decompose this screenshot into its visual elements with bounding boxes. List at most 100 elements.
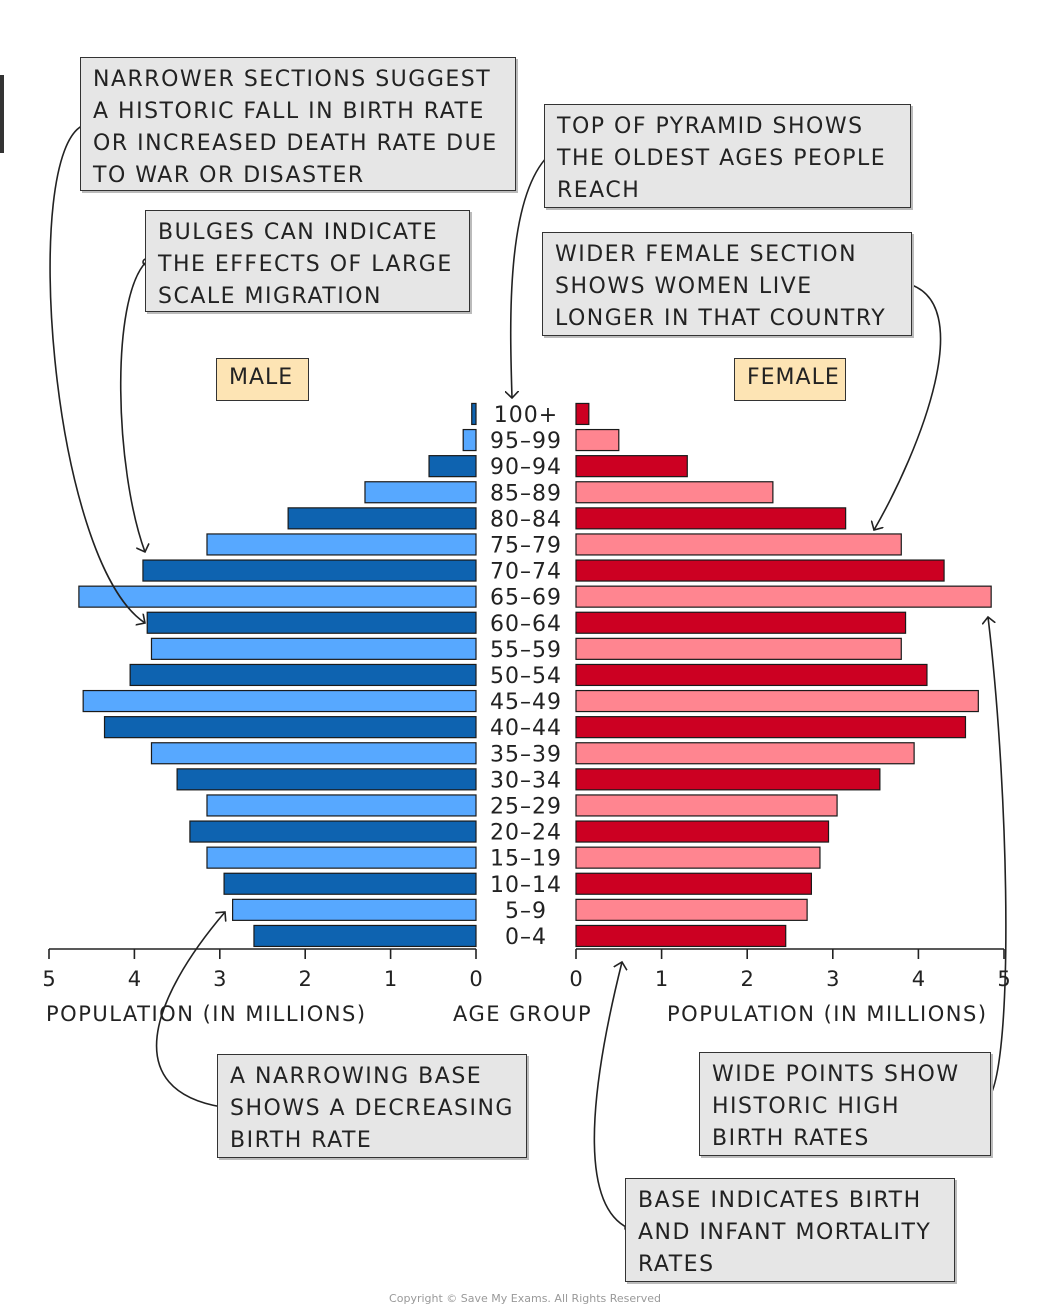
female-bar-90-94 — [575, 455, 688, 478]
age-label-75-79: 75–79 — [490, 533, 562, 558]
female-bar-80-84 — [575, 507, 847, 530]
female-bar-65-69 — [575, 585, 992, 608]
female-bar-5-9 — [575, 898, 808, 921]
female-bar-0-4 — [575, 924, 787, 948]
callout-narrower-sections: NARROWER SECTIONS SUGGEST A HISTORIC FAL… — [80, 57, 516, 191]
arrow-base-indicates — [593, 962, 629, 1229]
male-bar-45-49 — [82, 689, 477, 713]
male-bar-10-14 — [223, 872, 477, 895]
age-label-40-44: 40–44 — [490, 716, 562, 741]
x-axis-title-center: AGE GROUP — [453, 1002, 593, 1026]
tick-label-left-5: 5 — [42, 967, 55, 991]
male-bar-85-89 — [364, 481, 477, 504]
male-bar-0-4 — [253, 924, 477, 948]
age-label-5-9: 5–9 — [505, 899, 547, 924]
male-bar-55-59 — [150, 637, 477, 660]
age-label-35-39: 35–39 — [490, 742, 562, 767]
callout-top-of-pyramid: TOP OF PYRAMID SHOWS THE OLDEST AGES PEO… — [544, 104, 911, 208]
tick-label-left-3: 3 — [213, 967, 226, 991]
tick-label-left-2: 2 — [299, 967, 312, 991]
age-group-labels: 0–45–910–1415–1920–2425–2930–3435–3940–4… — [490, 403, 562, 950]
age-label-45-49: 45–49 — [490, 690, 562, 715]
female-bar-55-59 — [575, 637, 902, 660]
age-label-70-74: 70–74 — [490, 560, 562, 585]
male-bar-50-54 — [129, 663, 477, 687]
male-bar-20-24 — [189, 820, 477, 843]
age-label-10-14: 10–14 — [490, 873, 562, 898]
age-label-80-84: 80–84 — [490, 507, 562, 532]
age-label-25-29: 25–29 — [490, 794, 562, 819]
female-label: FEMALE — [734, 358, 846, 401]
arrow-narrowing-base — [155, 912, 225, 1108]
tick-label-left-1: 1 — [384, 967, 397, 991]
tick-label-right-1: 1 — [655, 967, 668, 991]
female-bar-60-64 — [575, 611, 907, 634]
callout-bulges: BULGES CAN INDICATE THE EFFECTS OF LARGE… — [145, 210, 470, 312]
age-label-95-99: 95–99 — [490, 429, 562, 454]
axes: 5 4 3 2 1 0 0 1 2 3 4 5 — [42, 948, 1011, 991]
age-label-100+: 100+ — [494, 403, 558, 428]
male-bar-30-34 — [176, 768, 477, 791]
arrow-bulges — [119, 261, 146, 552]
arrow-wider-female — [874, 282, 942, 530]
age-label-65-69: 65–69 — [490, 586, 562, 611]
male-label: MALE — [216, 358, 309, 401]
age-label-30-34: 30–34 — [490, 768, 562, 793]
male-bars — [78, 402, 477, 948]
female-bar-45-49 — [575, 689, 979, 713]
female-bar-40-44 — [575, 716, 967, 739]
male-bar-15-19 — [206, 846, 477, 869]
male-bar-5-9 — [232, 898, 477, 921]
age-label-90-94: 90–94 — [490, 455, 562, 480]
male-bar-25-29 — [206, 794, 477, 817]
tick-label-left-4: 4 — [128, 967, 141, 991]
female-bars — [575, 402, 992, 948]
copyright-notice: Copyright © Save My Exams. All Rights Re… — [389, 1292, 661, 1305]
male-bar-40-44 — [103, 716, 477, 739]
female-bar-25-29 — [575, 794, 838, 817]
callout-base-indicates: BASE INDICATES BIRTH AND INFANT MORTALIT… — [625, 1178, 955, 1282]
arrow-narrower — [49, 124, 145, 623]
male-bar-100+ — [471, 402, 477, 426]
female-bar-100+ — [575, 402, 590, 426]
age-label-15-19: 15–19 — [490, 847, 562, 872]
left-edge-mark — [0, 75, 4, 153]
male-bar-35-39 — [150, 742, 477, 765]
male-bar-80-84 — [287, 507, 477, 530]
male-bar-60-64 — [146, 611, 477, 634]
callout-narrowing-base: A NARROWING BASE SHOWS A DECREASING BIRT… — [217, 1054, 527, 1158]
female-bar-20-24 — [575, 820, 830, 843]
tick-label-left-0: 0 — [469, 967, 482, 991]
female-bar-35-39 — [575, 742, 915, 765]
age-label-85-89: 85–89 — [490, 481, 562, 506]
arrow-wide-points — [984, 617, 1007, 1104]
age-label-0-4: 0–4 — [505, 925, 547, 950]
callout-wide-points: WIDE POINTS SHOW HISTORIC HIGH BIRTH RAT… — [699, 1052, 991, 1156]
male-bar-65-69 — [78, 585, 477, 608]
female-bar-10-14 — [575, 872, 812, 895]
age-label-50-54: 50–54 — [490, 664, 562, 689]
male-bar-90-94 — [428, 455, 477, 478]
callout-wider-female: WIDER FEMALE SECTION SHOWS WOMEN LIVE LO… — [542, 232, 912, 336]
age-label-60-64: 60–64 — [490, 612, 562, 637]
male-bar-75-79 — [206, 533, 477, 556]
male-bar-70-74 — [142, 559, 477, 582]
female-bar-75-79 — [575, 533, 902, 556]
female-bar-30-34 — [575, 768, 881, 791]
x-axis-title-left: POPULATION (IN MILLIONS) — [46, 1002, 367, 1026]
tick-label-right-4: 4 — [912, 967, 925, 991]
x-axis-title-right: POPULATION (IN MILLIONS) — [667, 1002, 988, 1026]
age-label-55-59: 55–59 — [490, 638, 562, 663]
arrow-top — [511, 155, 549, 398]
female-bar-70-74 — [575, 559, 945, 582]
tick-label-right-0: 0 — [569, 967, 582, 991]
age-label-20-24: 20–24 — [490, 821, 562, 846]
tick-label-right-3: 3 — [826, 967, 839, 991]
tick-label-right-2: 2 — [741, 967, 754, 991]
male-bar-95-99 — [462, 428, 477, 452]
female-bar-85-89 — [575, 481, 774, 504]
female-bar-95-99 — [575, 428, 620, 452]
tick-label-right-5: 5 — [997, 967, 1010, 991]
female-bar-15-19 — [575, 846, 821, 869]
